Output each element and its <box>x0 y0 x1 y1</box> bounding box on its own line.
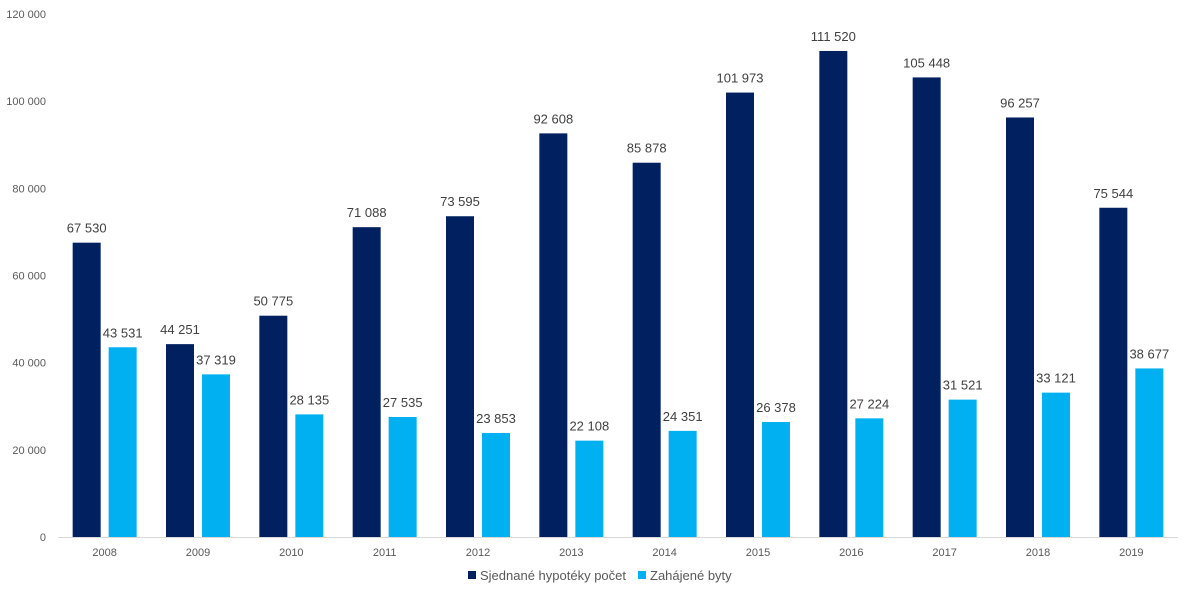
x-tick-label: 2009 <box>186 547 210 559</box>
bar-hypoteky <box>352 227 381 537</box>
bar-zahajene-byty <box>855 418 884 537</box>
x-tick-label: 2010 <box>279 547 303 559</box>
bar-zahajene-byty <box>482 433 510 537</box>
data-label: 44 251 <box>160 322 200 337</box>
data-label: 73 595 <box>440 194 480 209</box>
data-label: 43 531 <box>103 325 143 340</box>
x-tick-label: 2014 <box>652 547 676 559</box>
x-tick-label: 2013 <box>559 547 583 559</box>
data-label: 105 448 <box>903 55 950 70</box>
bar-zahajene-byty <box>575 440 604 537</box>
bar-hypoteky <box>446 216 474 537</box>
data-label: 38 677 <box>1129 346 1169 361</box>
bar-hypoteky <box>539 133 568 537</box>
data-label: 71 088 <box>347 205 387 220</box>
bar-zahajene-byty <box>1135 368 1164 537</box>
bar-zahajene-byty <box>295 414 324 537</box>
data-label: 33 121 <box>1036 371 1076 386</box>
data-label: 23 853 <box>476 411 516 426</box>
data-label: 85 878 <box>627 141 667 156</box>
bars <box>72 50 1164 537</box>
data-label: 26 378 <box>756 400 796 415</box>
bar-hypoteky <box>819 50 848 537</box>
data-label: 111 520 <box>811 29 856 44</box>
y-tick-label: 40 000 <box>12 358 46 370</box>
data-label: 28 135 <box>289 392 329 407</box>
bar-hypoteky <box>632 162 661 537</box>
bar-hypoteky <box>166 344 194 537</box>
data-label: 75 544 <box>1093 186 1133 201</box>
bar-hypoteky <box>259 315 288 537</box>
x-axis: 2008 2009 2010 2011 2012 2013 2014 2015 2016 2017… <box>58 537 1178 559</box>
x-tick-label: 2015 <box>746 547 770 559</box>
bar-zahajene-byty <box>668 430 697 537</box>
x-tick-label: 2012 <box>466 547 490 559</box>
bar-hypoteky <box>726 92 754 537</box>
data-label: 24 351 <box>663 409 703 424</box>
bar-zahajene-byty <box>948 399 977 537</box>
y-tick-label: 80 000 <box>12 183 46 195</box>
y-tick-label: 60 000 <box>12 271 46 283</box>
x-tick-label: 2019 <box>1119 547 1143 559</box>
bar-hypoteky <box>1099 207 1128 537</box>
data-labels: 67 530 43 531 44 251 37 319 50 775 28 135 71 0… <box>67 29 1169 434</box>
legend-swatch <box>468 571 476 579</box>
data-label: 67 530 <box>67 221 107 236</box>
data-label: 92 608 <box>533 111 573 126</box>
data-label: 31 521 <box>943 378 983 393</box>
bar-hypoteky <box>912 77 941 537</box>
legend-label: Sjednané hypotéky počet <box>480 568 626 583</box>
x-tick-label: 2011 <box>373 547 397 559</box>
data-label: 27 224 <box>849 396 889 411</box>
bar-zahajene-byty <box>202 374 230 537</box>
data-label: 96 257 <box>1000 95 1040 110</box>
data-label: 50 775 <box>253 294 293 309</box>
x-tick-label: 2008 <box>92 547 116 559</box>
y-tick-label: 0 <box>40 532 46 544</box>
bar-hypoteky <box>1006 117 1034 537</box>
x-tick-label: 2016 <box>839 547 863 559</box>
data-label: 27 535 <box>383 395 423 410</box>
data-label: 37 319 <box>196 352 236 367</box>
y-tick-label: 120 000 <box>6 9 46 21</box>
bar-zahajene-byty <box>108 347 137 537</box>
y-tick-label: 20 000 <box>12 445 46 457</box>
bar-zahajene-byty <box>762 422 790 537</box>
x-tick-label: 2018 <box>1026 547 1050 559</box>
legend-swatch <box>638 571 646 579</box>
x-tick-label: 2017 <box>932 547 956 559</box>
bar-hypoteky <box>72 242 101 537</box>
bar-zahajene-byty <box>1042 392 1070 537</box>
legend-label: Zahájené byty <box>650 568 732 583</box>
bar-zahajene-byty <box>388 416 417 537</box>
data-label: 101 973 <box>717 71 764 86</box>
y-axis: 0 20 000 40 000 60 000 80 000 100 000 120 000 <box>6 9 46 544</box>
legend: Sjednané hypotéky počet Zahájené byty <box>468 568 732 583</box>
data-label: 22 108 <box>569 419 609 434</box>
y-tick-label: 100 000 <box>6 96 46 108</box>
